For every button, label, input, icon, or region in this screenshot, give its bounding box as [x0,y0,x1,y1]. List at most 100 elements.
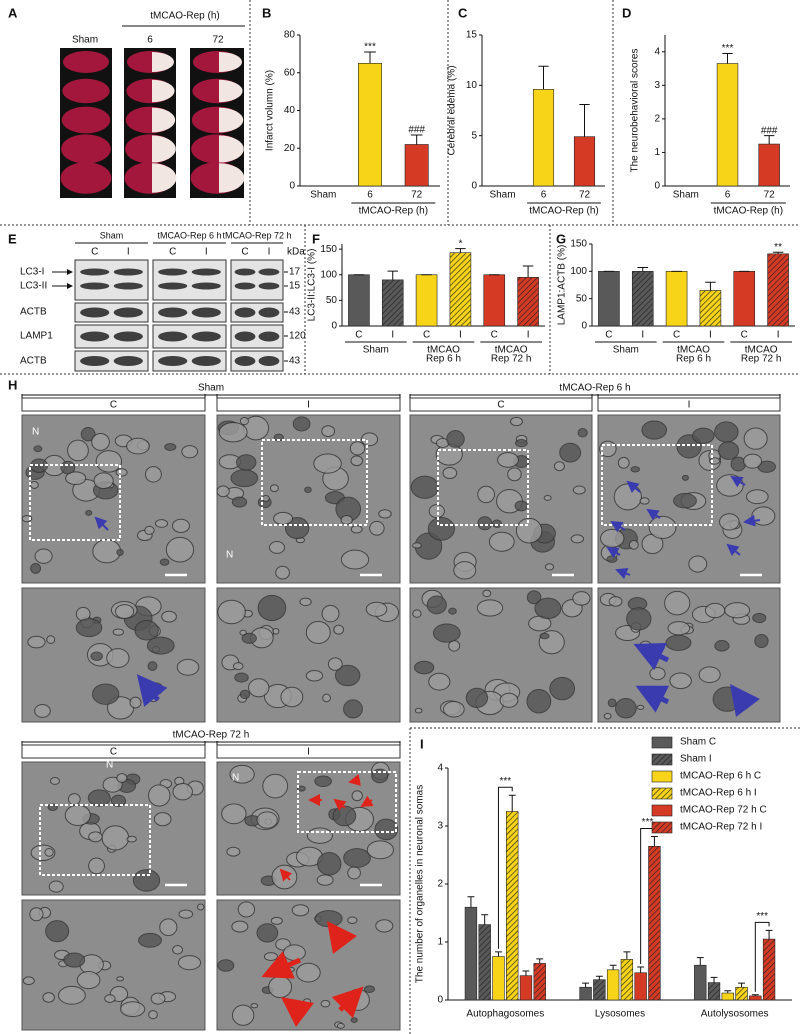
y-tick-label: 0 [437,995,443,1006]
em-organelle [347,866,361,880]
bar [721,992,734,1001]
em-organelle [75,618,103,638]
group-label: tMCAO-Rep (h) [150,11,219,22]
hatch [449,252,471,326]
legend-label: Sham C [680,737,716,748]
em-organelle [146,636,175,655]
hatch [652,788,672,799]
em-organelle [366,840,395,860]
em-organelle [42,992,55,1003]
em-organelle [283,944,306,961]
blot-band [158,356,188,366]
hatch [382,279,404,326]
em-organelle [116,773,128,783]
significance: *** [642,817,654,828]
hatch [652,822,672,833]
blot-band [258,356,280,366]
bar [579,986,592,1001]
em-organelle [181,445,199,459]
nucleus-label: N [226,550,233,561]
group-label: Rep 6 h [676,354,711,365]
legend-label: tMCAO-Rep 72 h I [680,822,762,833]
em-organelle [327,657,343,671]
legend-label: tMCAO-Rep 72 h C [680,805,767,816]
error-bar [722,52,733,64]
em-organelle [268,975,293,999]
bar [415,274,438,327]
em-organelle [491,519,503,529]
bar [483,274,506,327]
em-organelle [350,455,364,467]
em-organelle [231,496,248,508]
em-organelle [112,628,124,636]
em-organelle [539,632,550,640]
em-organelle [572,485,586,495]
em-organelle [302,998,312,1006]
em-organelle [232,662,244,671]
em-organelle [275,565,290,580]
infarct [152,52,174,72]
em-organelle [432,623,461,643]
blot-group: tMCAO-Rep 6 h [157,230,221,240]
y-tick-label: 100 [570,266,587,277]
em-organelle [90,651,103,661]
em-organelle [730,456,746,472]
blot-band [258,268,280,276]
blot-band [158,307,188,318]
em-organelle [412,542,422,549]
y-tick-label: 150 [570,239,587,250]
x-tick-label: 72 [411,190,423,201]
x-tick-label: 6 [541,190,547,201]
blot-band [191,331,221,342]
infarct [219,163,245,193]
em-organelle [746,489,769,505]
em-organelle [164,443,177,451]
x-tick-label: I [459,330,462,341]
y-tick-label: 100 [320,269,337,280]
nucleus-label: N [106,760,113,771]
em-organelle [313,453,342,474]
em-organelle [305,670,324,682]
em-organelle [607,698,617,708]
error-bar [637,966,645,973]
em-organelle [724,602,751,619]
blot-group: tMCAO-Rep 72 h [222,230,291,240]
group-label: tMCAO [677,345,710,356]
group-label: tMCAO-Rep (h) [359,206,428,217]
em-organelle [268,541,286,554]
bar [716,63,739,187]
x-tick-label: I [641,330,644,341]
infarct [152,79,175,103]
hatch [621,959,633,1000]
y-tick-label: 1 [437,937,443,948]
x-tick-label: C [673,330,680,341]
em-organelle [544,563,555,571]
em-organelle [628,539,639,550]
em-organelle [291,904,310,917]
zoom-box [437,449,529,526]
x-tick-label: Sham [310,190,336,201]
em-organelle [553,461,565,472]
blot-frame [74,324,149,349]
em-organelle [691,427,715,444]
em-organelle [606,555,618,563]
em-organelle [443,701,465,718]
em-organelle [322,693,331,703]
em-organelle [177,955,202,971]
infarct [152,135,176,163]
blot-band [80,307,110,318]
kda-label: 15 [289,281,301,292]
y-tick-label: 5 [471,130,477,141]
y-axis-label: The number of organelles in neuronal som… [415,785,426,983]
em-organelle [80,426,96,442]
em-organelle [752,612,767,624]
x-tick-label: Sham [489,190,515,201]
em-organelle [617,456,630,469]
em-organelle [159,558,170,566]
em-organelle [45,920,70,943]
em-organelle [284,517,310,540]
em-organelle [76,970,101,990]
em-organelle [716,474,744,497]
x-tick-label: 72 [579,190,591,201]
blot-band [113,331,143,342]
